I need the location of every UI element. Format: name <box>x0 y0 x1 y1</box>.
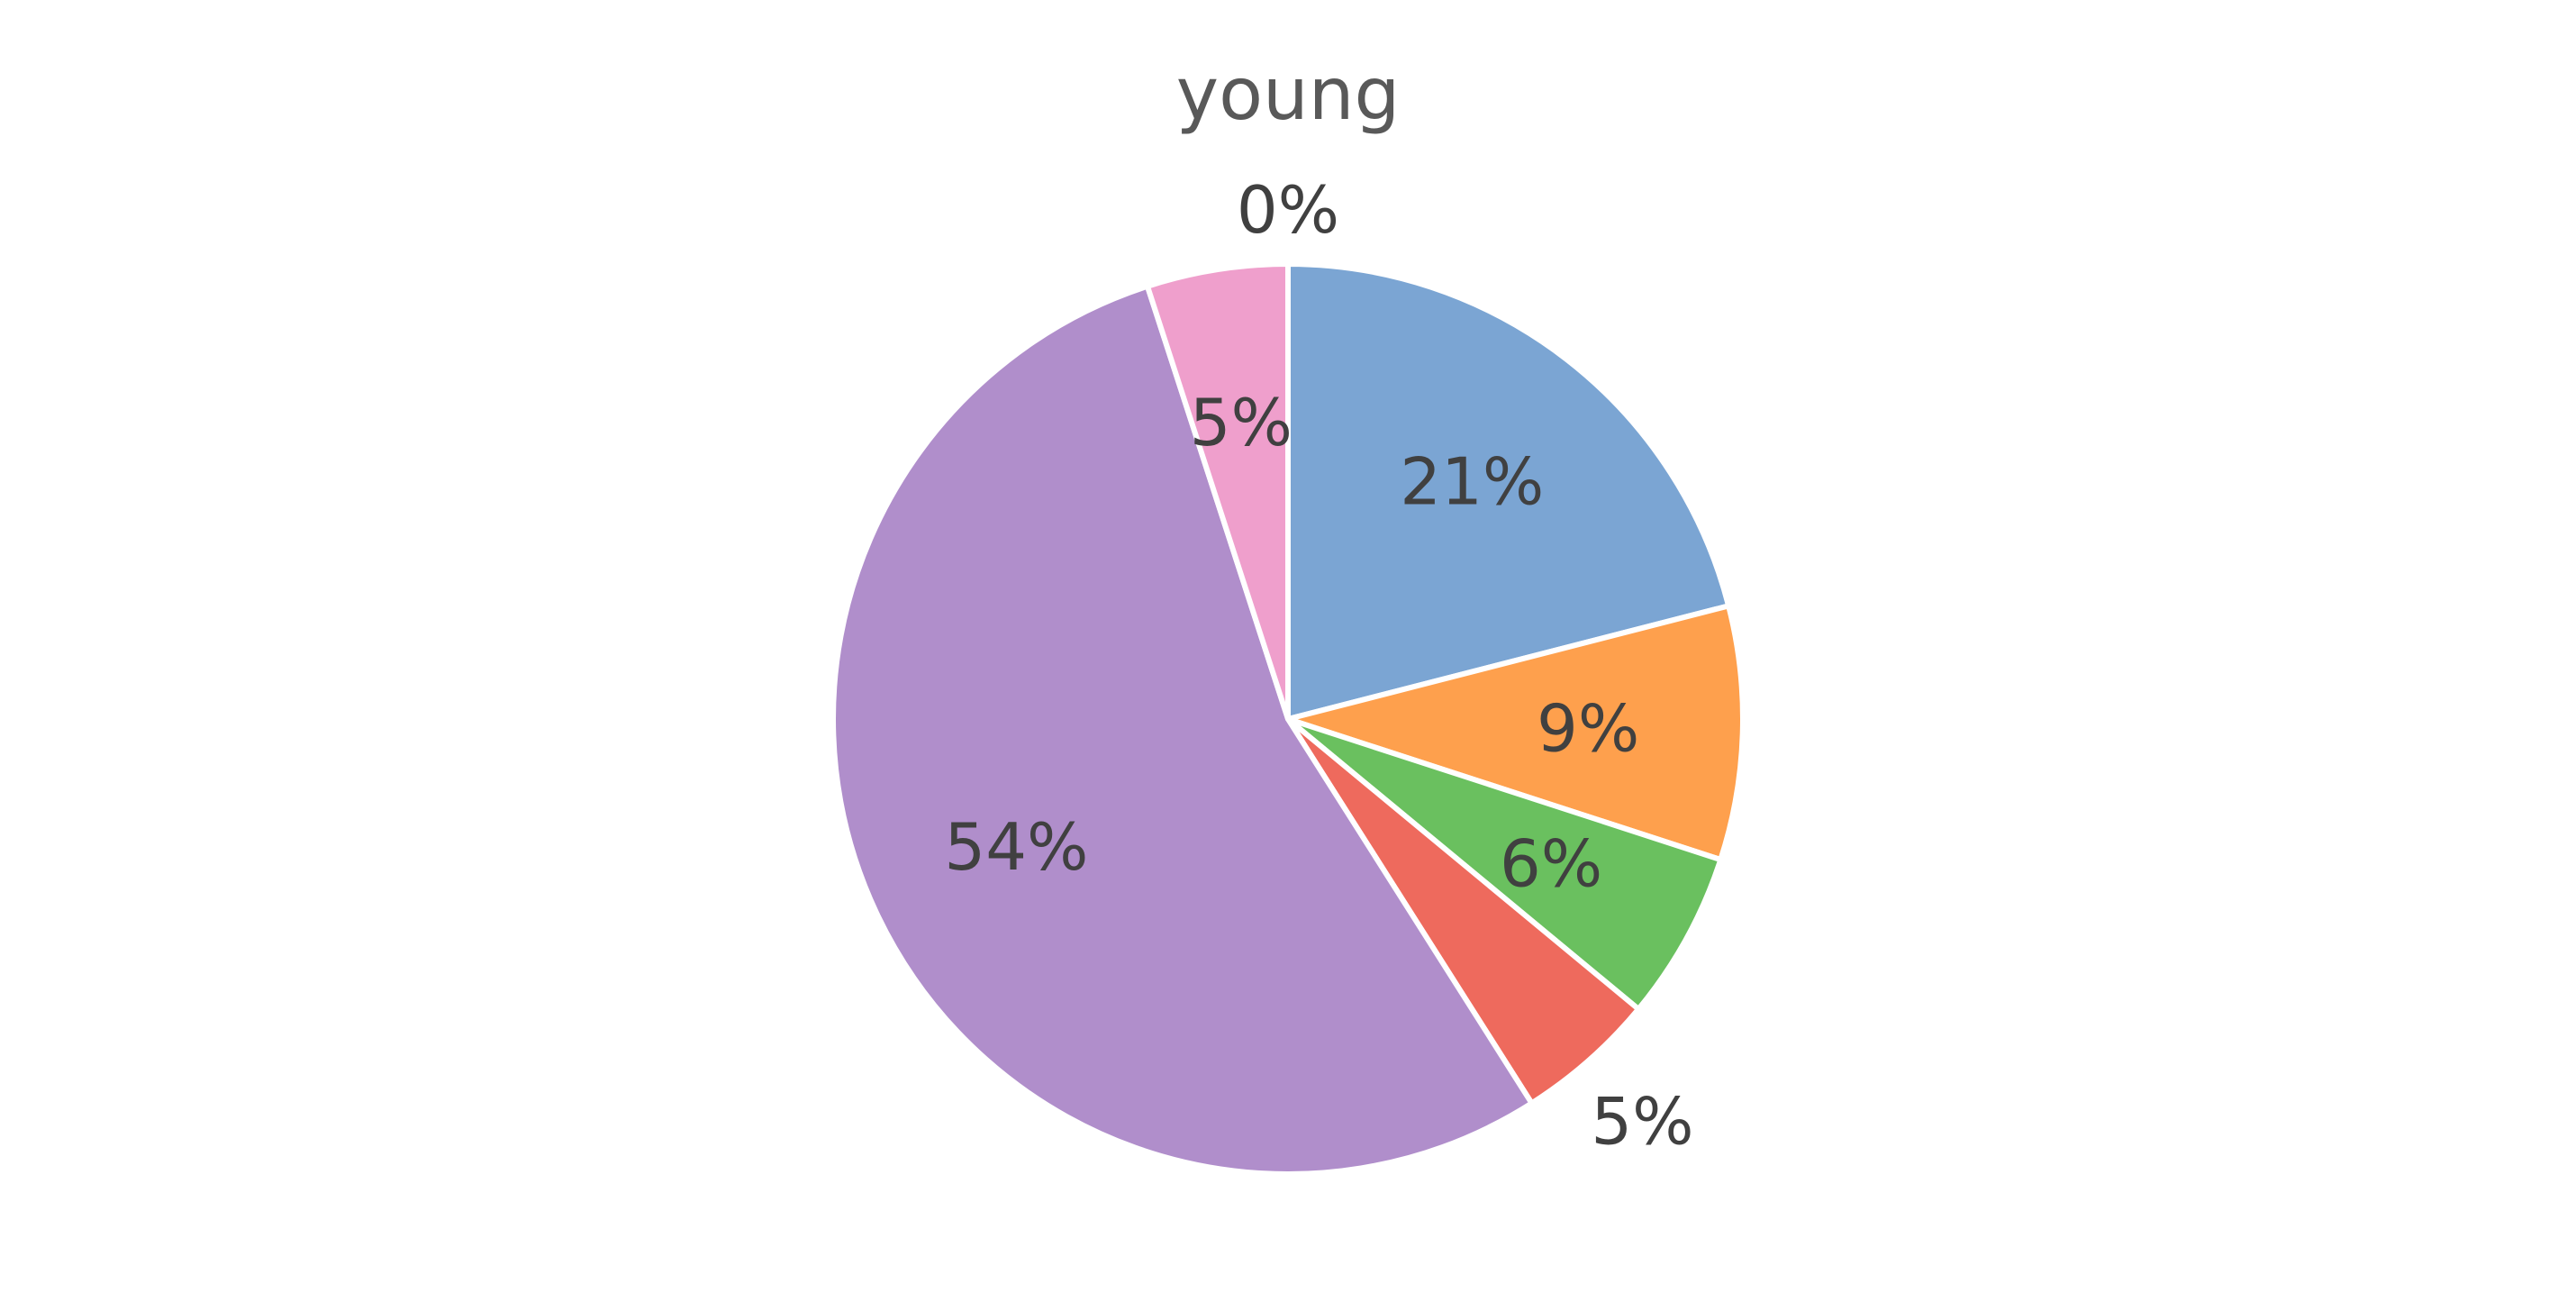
pie-slice <box>1285 261 1732 722</box>
pie-slice-label: 0% <box>1237 172 1339 248</box>
chart-title: young <box>1176 52 1400 136</box>
pie-slice-label: 5% <box>1190 385 1293 460</box>
pie-slice-label: 6% <box>1500 826 1602 902</box>
pie-slice <box>1285 716 1642 1106</box>
pie-slice <box>1285 603 1746 863</box>
pie-slices <box>830 261 1746 1177</box>
pie-slice-label: 54% <box>944 809 1088 885</box>
pie-slice-label: 21% <box>1400 444 1544 520</box>
pie-slice-label: 9% <box>1537 690 1639 766</box>
pie-slice <box>1144 261 1291 722</box>
pie-slice-labels: 21% 9% 6% 5% 54% 5% 0% <box>944 172 1693 1159</box>
pie-slice <box>1285 716 1724 1012</box>
pie-slice-label: 5% <box>1591 1083 1693 1159</box>
pie-slice <box>830 283 1535 1177</box>
